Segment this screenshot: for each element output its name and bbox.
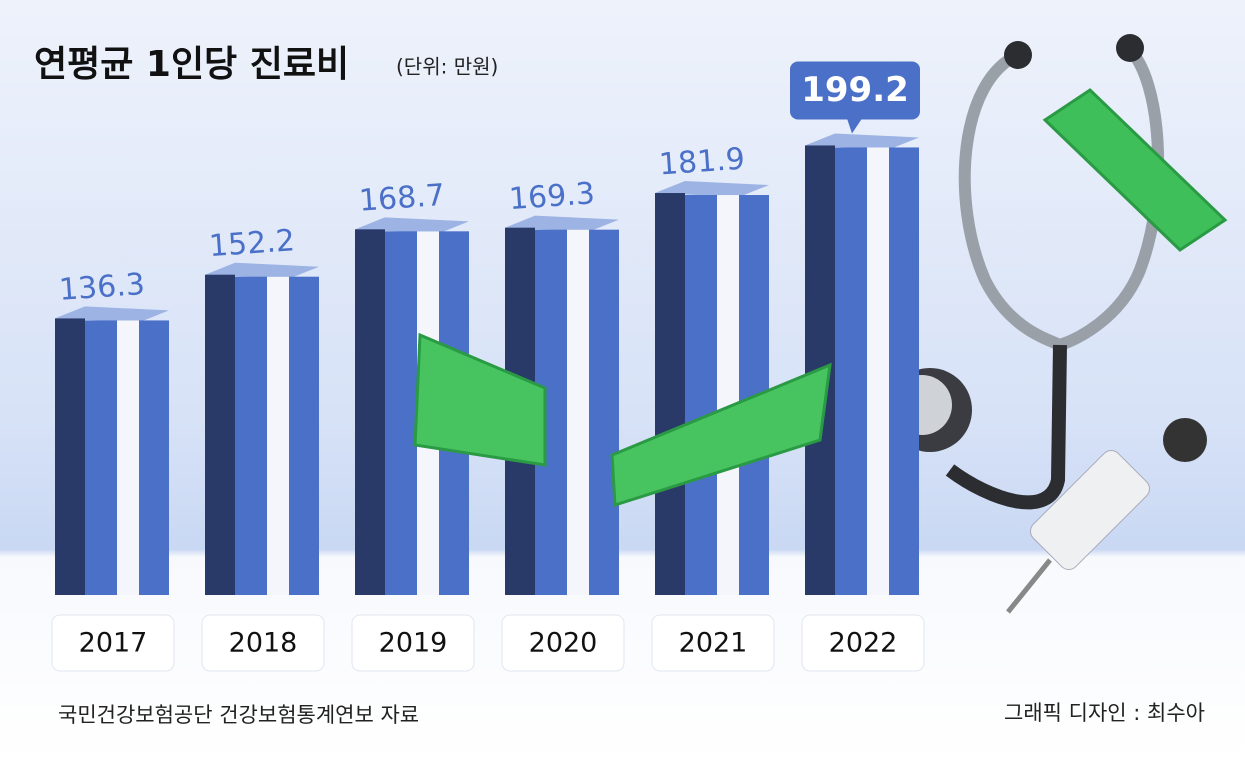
x-tick-box: [51, 614, 175, 672]
x-tick-label: 2020: [529, 628, 598, 659]
bar-stripe: [717, 195, 739, 595]
value-label: 152.2: [208, 223, 296, 264]
value-label: 168.7: [358, 178, 446, 219]
source: 국민건강보험공단 건강보험통계연보 자료: [58, 703, 419, 727]
value-label: 169.3: [508, 176, 596, 217]
chart-title: 연평균 1인당 진료비: [34, 44, 349, 85]
bar-side: [355, 229, 385, 595]
x-tick-box: [801, 614, 925, 672]
x-tick-box: [351, 614, 475, 672]
value-label: 199.2: [801, 70, 909, 110]
x-tick-label: 2017: [79, 628, 148, 659]
x-tick-box: [201, 614, 325, 672]
value-callout-pointer: [847, 118, 862, 134]
x-tick-box: [651, 614, 775, 672]
bar-side: [205, 274, 235, 595]
bar-group: [205, 262, 319, 595]
x-tick-label: 2021: [679, 628, 748, 659]
bar-stripe: [567, 229, 589, 596]
x-tick-label: 2018: [229, 628, 298, 659]
x-tick-box: [501, 614, 625, 672]
chart-subtitle: (단위: 만원): [396, 55, 498, 79]
value-callout: [790, 61, 920, 120]
bar-group: [655, 181, 769, 595]
bar-stripe: [867, 147, 889, 595]
bar-stripe: [267, 276, 289, 595]
bar-group: [55, 306, 169, 595]
syringe-illustration: [1006, 418, 1207, 614]
credit: 그래픽 디자인 : 최수아: [1004, 701, 1205, 725]
x-tick-label: 2022: [829, 628, 898, 659]
bar-side: [55, 318, 85, 595]
value-label: 136.3: [58, 267, 146, 308]
bar-group: [805, 133, 919, 595]
value-label: 181.9: [658, 142, 746, 183]
x-tick-label: 2019: [379, 628, 448, 659]
bar-stripe: [117, 320, 139, 595]
bar-group: [505, 215, 619, 596]
bar-side: [655, 193, 685, 595]
money-illustration: [413, 88, 1228, 508]
